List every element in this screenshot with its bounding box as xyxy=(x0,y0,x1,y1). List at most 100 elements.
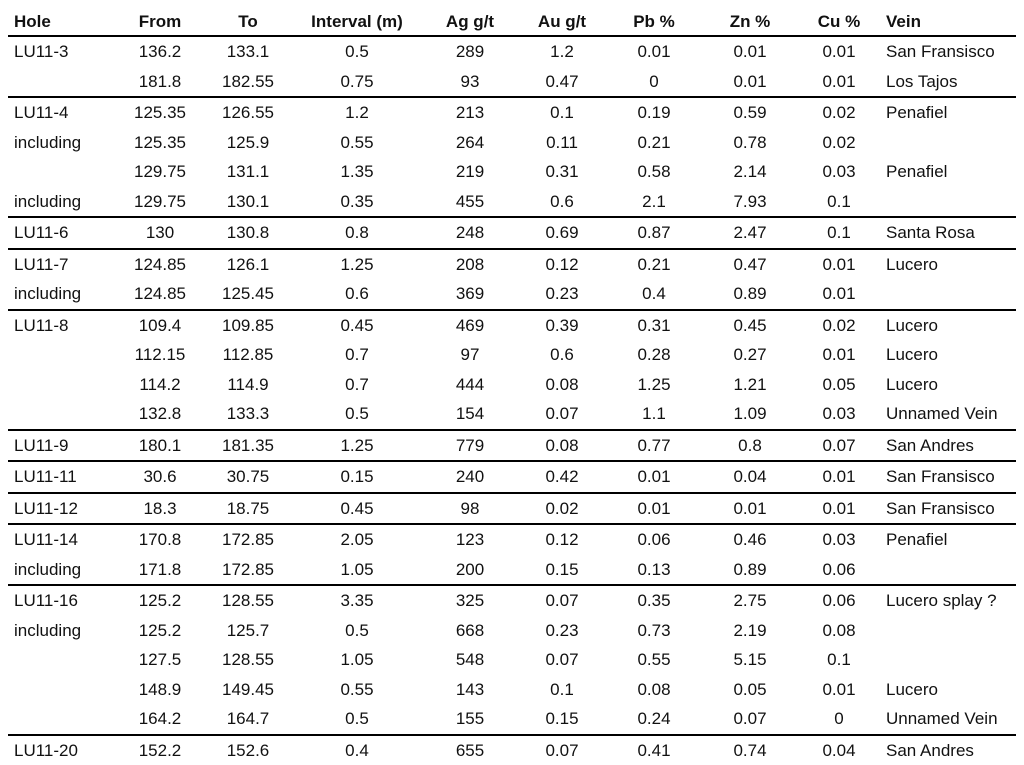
cell-from: 125.2 xyxy=(116,585,204,616)
cell-zn: 1.09 xyxy=(702,399,798,430)
cell-ag: 248 xyxy=(422,217,518,249)
cell-from: 164.2 xyxy=(116,704,204,735)
cell-au: 0.15 xyxy=(518,704,606,735)
cell-vein xyxy=(880,555,1016,586)
cell-cu: 0.01 xyxy=(798,675,880,705)
cell-cu: 0.1 xyxy=(798,217,880,249)
cell-zn: 2.14 xyxy=(702,157,798,187)
cell-to: 125.9 xyxy=(204,128,292,158)
cell-cu: 0.1 xyxy=(798,645,880,675)
header-hole: Hole xyxy=(8,8,116,36)
cell-zn: 0.8 xyxy=(702,430,798,462)
cell-pb: 0.35 xyxy=(606,585,702,616)
cell-cu: 0.03 xyxy=(798,157,880,187)
cell-to: 181.35 xyxy=(204,430,292,462)
cell-vein: Penafiel xyxy=(880,97,1016,128)
cell-cu: 0.01 xyxy=(798,493,880,525)
cell-to: 112.85 xyxy=(204,340,292,370)
cell-interval: 0.5 xyxy=(292,704,422,735)
cell-pb: 1.1 xyxy=(606,399,702,430)
cell-from: 30.6 xyxy=(116,461,204,493)
cell-zn: 0.46 xyxy=(702,524,798,555)
cell-vein: Unnamed Vein xyxy=(880,399,1016,430)
cell-vein: San Fransisco xyxy=(880,461,1016,493)
cell-hole: LU11-7 xyxy=(8,249,116,280)
cell-cu: 0.01 xyxy=(798,67,880,98)
cell-au: 0.6 xyxy=(518,340,606,370)
cell-zn: 0.45 xyxy=(702,310,798,341)
cell-interval: 0.75 xyxy=(292,67,422,98)
cell-hole xyxy=(8,157,116,187)
cell-to: 133.1 xyxy=(204,36,292,67)
cell-to: 182.55 xyxy=(204,67,292,98)
cell-ag: 93 xyxy=(422,67,518,98)
cell-ag: 240 xyxy=(422,461,518,493)
cell-to: 109.85 xyxy=(204,310,292,341)
cell-au: 0.07 xyxy=(518,399,606,430)
cell-from: 125.35 xyxy=(116,97,204,128)
cell-pb: 0.55 xyxy=(606,645,702,675)
header-from: From xyxy=(116,8,204,36)
cell-au: 0.31 xyxy=(518,157,606,187)
cell-interval: 1.05 xyxy=(292,645,422,675)
cell-interval: 0.5 xyxy=(292,616,422,646)
cell-hole: LU11-9 xyxy=(8,430,116,462)
cell-hole: LU11-14 xyxy=(8,524,116,555)
cell-cu: 0.01 xyxy=(798,340,880,370)
cell-cu: 0.04 xyxy=(798,735,880,765)
cell-au: 0.08 xyxy=(518,370,606,400)
cell-zn: 0.01 xyxy=(702,493,798,525)
cell-vein xyxy=(880,187,1016,218)
cell-vein xyxy=(880,279,1016,310)
cell-to: 128.55 xyxy=(204,645,292,675)
cell-to: 126.1 xyxy=(204,249,292,280)
cell-ag: 548 xyxy=(422,645,518,675)
cell-vein: Lucero xyxy=(880,675,1016,705)
cell-from: 109.4 xyxy=(116,310,204,341)
cell-hole: LU11-6 xyxy=(8,217,116,249)
cell-pb: 0.73 xyxy=(606,616,702,646)
cell-zn: 0.04 xyxy=(702,461,798,493)
cell-to: 164.7 xyxy=(204,704,292,735)
cell-vein: Santa Rosa xyxy=(880,217,1016,249)
cell-hole xyxy=(8,340,116,370)
cell-from: 129.75 xyxy=(116,187,204,218)
cell-pb: 0.31 xyxy=(606,310,702,341)
cell-vein: San Andres xyxy=(880,430,1016,462)
cell-ag: 208 xyxy=(422,249,518,280)
cell-from: 152.2 xyxy=(116,735,204,765)
cell-interval: 0.4 xyxy=(292,735,422,765)
cell-au: 0.12 xyxy=(518,524,606,555)
cell-cu: 0.08 xyxy=(798,616,880,646)
cell-from: 148.9 xyxy=(116,675,204,705)
cell-from: 170.8 xyxy=(116,524,204,555)
cell-au: 0.42 xyxy=(518,461,606,493)
cell-vein: Penafiel xyxy=(880,524,1016,555)
cell-vein: San Fransisco xyxy=(880,493,1016,525)
cell-interval: 0.45 xyxy=(292,310,422,341)
cell-to: 18.75 xyxy=(204,493,292,525)
cell-to: 131.1 xyxy=(204,157,292,187)
cell-from: 127.5 xyxy=(116,645,204,675)
cell-cu: 0.01 xyxy=(798,279,880,310)
cell-interval: 1.25 xyxy=(292,249,422,280)
cell-ag: 154 xyxy=(422,399,518,430)
cell-from: 124.85 xyxy=(116,249,204,280)
cell-to: 172.85 xyxy=(204,524,292,555)
cell-hole: LU11-3 xyxy=(8,36,116,67)
cell-au: 0.6 xyxy=(518,187,606,218)
header-interval: Interval (m) xyxy=(292,8,422,36)
cell-pb: 0.41 xyxy=(606,735,702,765)
cell-ag: 98 xyxy=(422,493,518,525)
